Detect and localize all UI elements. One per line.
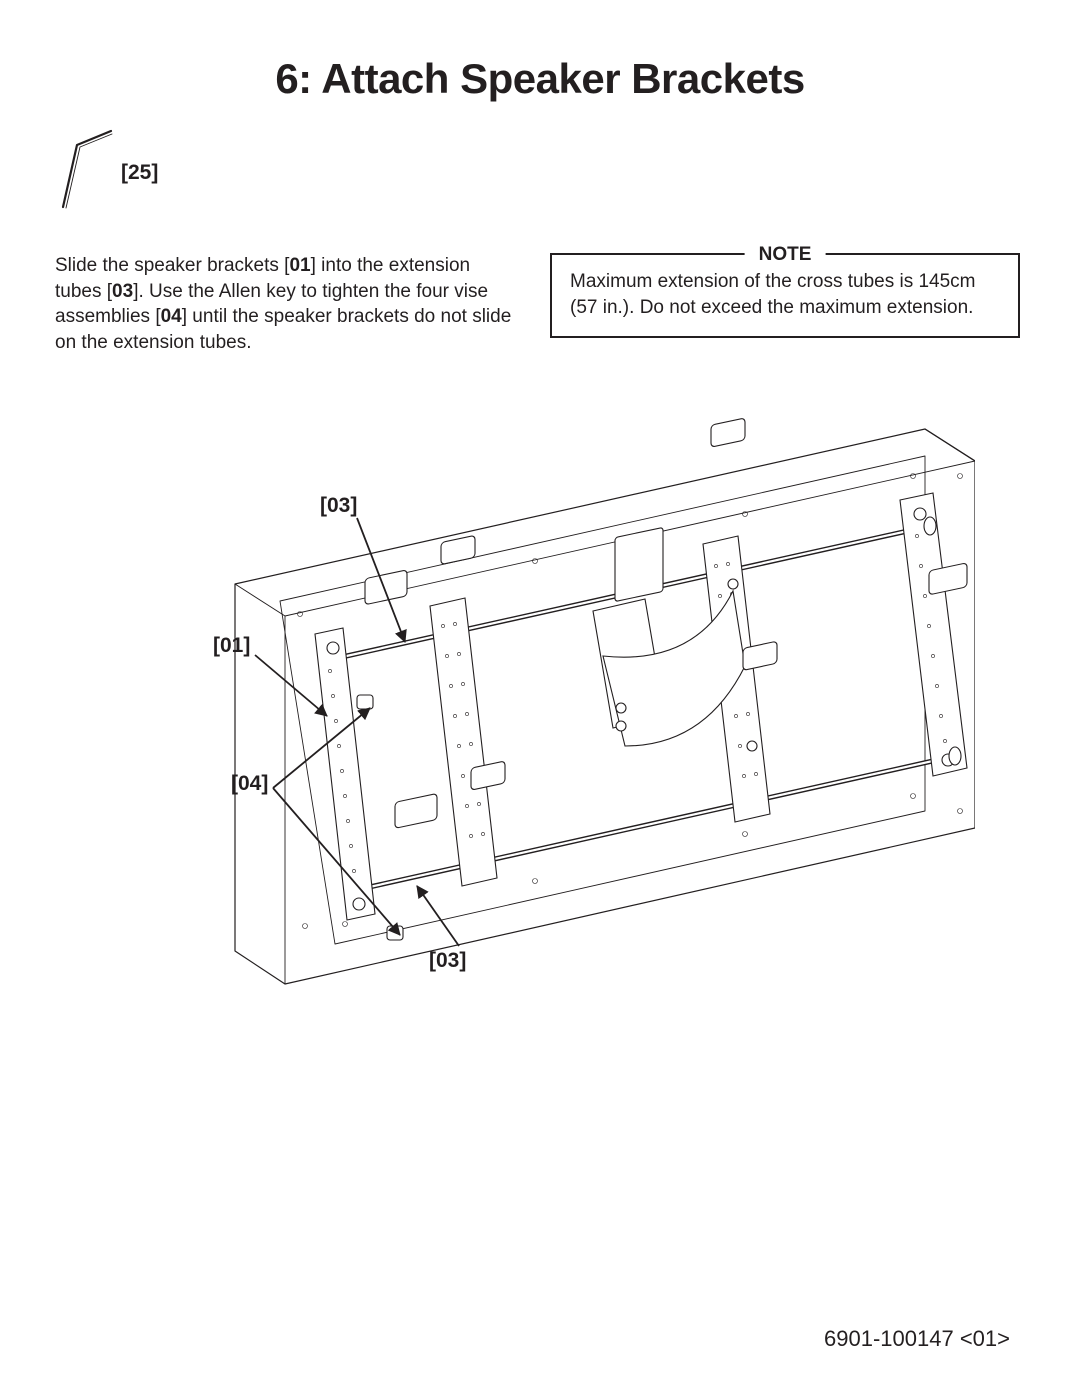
tool-label: [25]: [121, 161, 158, 185]
assembly-diagram: [03] [01] [04] [03]: [105, 416, 975, 1006]
instruction-text: Slide the speaker brackets [01] into the…: [55, 253, 515, 356]
callout-03-bottom: [03]: [429, 949, 466, 973]
page-footer: 6901-100147 <01>: [824, 1326, 1010, 1352]
callout-04: [04]: [231, 772, 268, 796]
note-heading: NOTE: [745, 242, 826, 268]
note-box: NOTE Maximum extension of the cross tube…: [550, 253, 1020, 338]
page-title: 6: Attach Speaker Brackets: [55, 55, 1025, 103]
allen-key-icon: [55, 123, 115, 213]
tool-row: [25]: [55, 123, 1025, 213]
callout-03-top: [03]: [320, 494, 357, 518]
callout-01: [01]: [213, 634, 250, 658]
note-body: Maximum extension of the cross tubes is …: [570, 271, 976, 318]
text-row: Slide the speaker brackets [01] into the…: [55, 253, 1025, 356]
